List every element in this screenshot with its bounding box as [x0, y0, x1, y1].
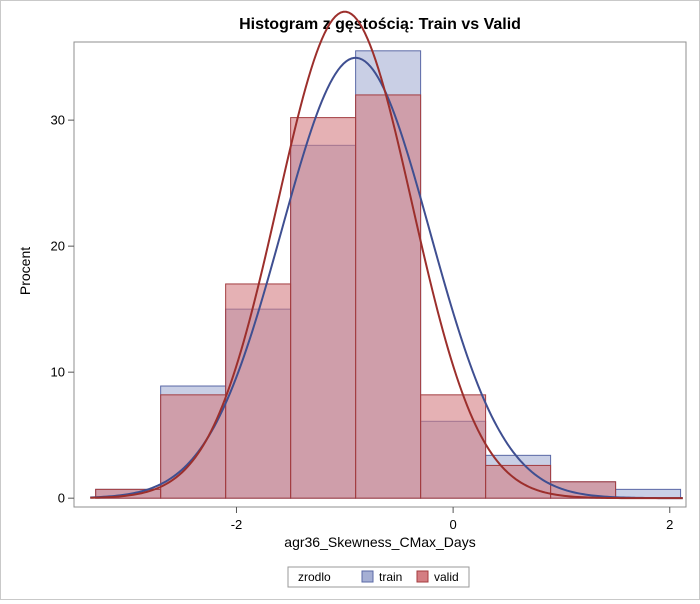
bar-valid-4 [355, 94, 422, 499]
y-tick-label: 20 [51, 239, 65, 254]
bar-valid-1 [160, 394, 227, 499]
x-axis-label: agr36_Skewness_CMax_Days [284, 534, 475, 550]
legend-valid-swatch [416, 570, 429, 583]
density-curve-valid [90, 10, 683, 500]
y-tick-label: 30 [51, 113, 65, 128]
y-tick-label: 10 [51, 365, 65, 380]
legend-title: zrodlo [298, 570, 331, 584]
y-tick-label: 0 [58, 491, 65, 506]
x-tick-label: -2 [231, 517, 243, 532]
legend-valid-label: valid [434, 570, 459, 584]
x-tick-label: 0 [449, 517, 456, 532]
chart-title: Histogram z gęstością: Train vs Valid [239, 16, 521, 33]
histogram-bars [95, 50, 682, 499]
x-tick-label: 2 [666, 517, 673, 532]
bar-valid-3 [290, 117, 357, 499]
y-axis-label: Procent [17, 247, 33, 295]
density-curves [90, 10, 683, 500]
bar-valid-2 [225, 283, 292, 499]
legend-train-swatch [361, 570, 374, 583]
legend: zrodlo train valid [287, 566, 470, 588]
legend-train-label: train [379, 570, 402, 584]
bar-valid-5 [420, 394, 487, 499]
